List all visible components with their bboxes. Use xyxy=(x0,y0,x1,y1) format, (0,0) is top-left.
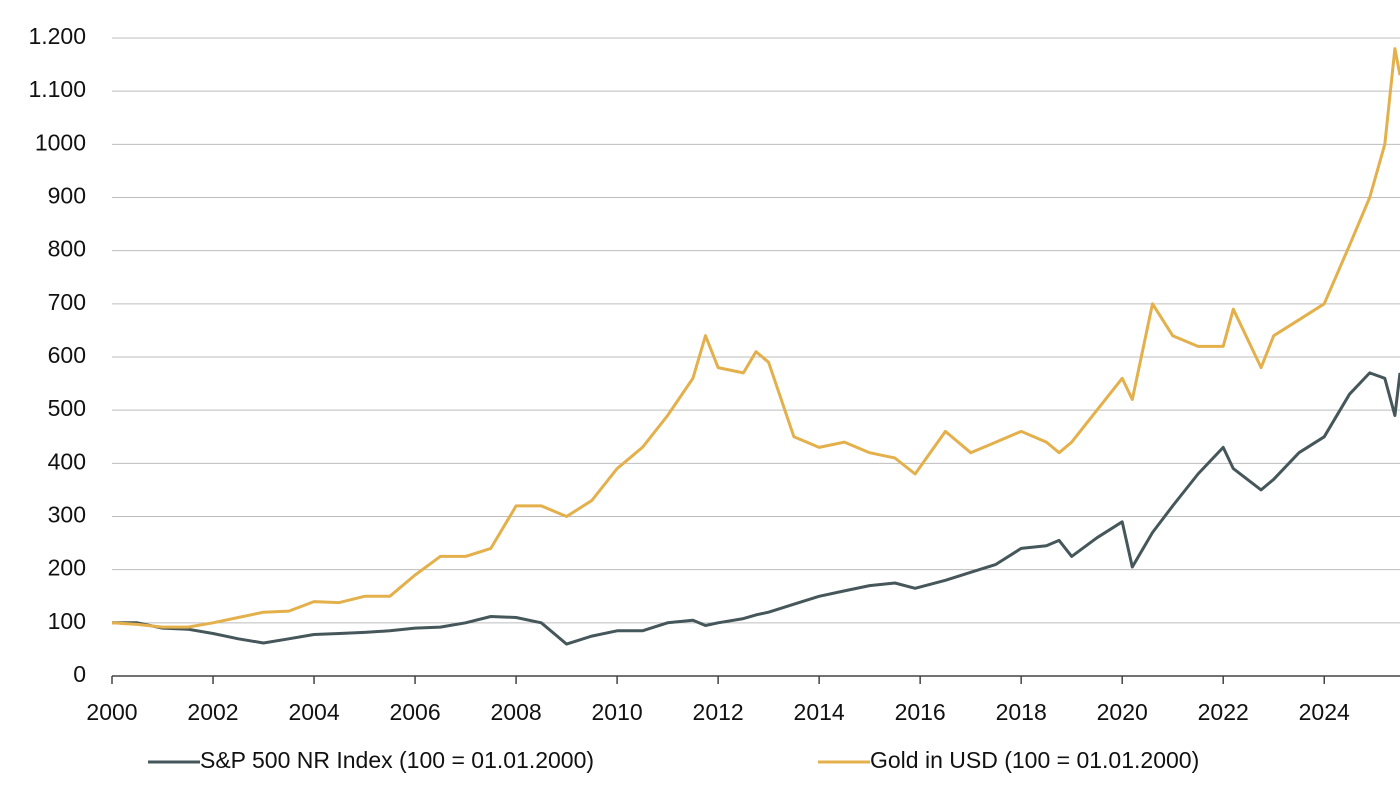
y-tick-label: 0 xyxy=(73,661,86,687)
y-tick-label: 1.100 xyxy=(28,76,86,102)
x-tick-label: 2018 xyxy=(996,699,1047,725)
x-tick-label: 2004 xyxy=(288,699,339,725)
y-tick-label: 300 xyxy=(48,502,86,528)
x-tick-label: 2006 xyxy=(389,699,440,725)
x-tick-label: 2024 xyxy=(1299,699,1350,725)
y-tick-label: 500 xyxy=(48,395,86,421)
y-tick-label: 200 xyxy=(48,555,86,581)
y-tick-label: 600 xyxy=(48,342,86,368)
y-tick-label: 1000 xyxy=(35,129,86,155)
x-tick-label: 2020 xyxy=(1097,699,1148,725)
x-tick-label: 2022 xyxy=(1198,699,1249,725)
x-tick-label: 2014 xyxy=(794,699,845,725)
x-tick-label: 2002 xyxy=(187,699,238,725)
y-tick-label: 900 xyxy=(48,183,86,209)
legend-label: Gold in USD (100 = 01.01.2000) xyxy=(870,747,1199,773)
line-series xyxy=(112,371,1400,646)
y-tick-label: 400 xyxy=(48,448,86,474)
x-tick-label: 2010 xyxy=(592,699,643,725)
x-tick-label: 2000 xyxy=(86,699,137,725)
x-tick-label: 2008 xyxy=(490,699,541,725)
y-tick-label: 700 xyxy=(48,289,86,315)
x-tick-label: 2016 xyxy=(895,699,946,725)
y-tick-label: 100 xyxy=(48,608,86,634)
legend-label: S&P 500 NR Index (100 = 01.01.2000) xyxy=(200,747,594,773)
x-tick-label: 2012 xyxy=(693,699,744,725)
line-series xyxy=(111,47,1400,629)
y-tick-label: 1.200 xyxy=(28,23,86,49)
y-tick-label: 800 xyxy=(48,236,86,262)
